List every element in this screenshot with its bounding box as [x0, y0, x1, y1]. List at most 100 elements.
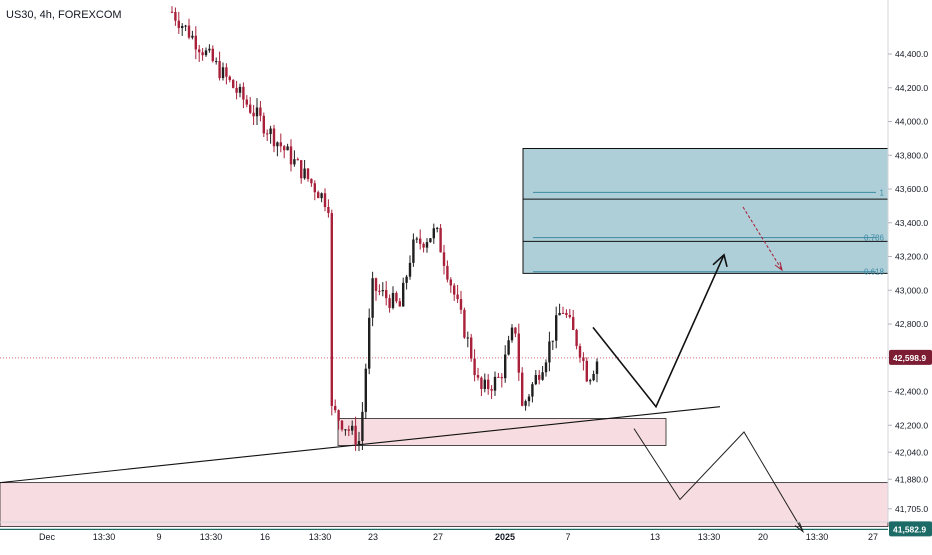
candle-body [232, 79, 235, 88]
candle-body [555, 315, 558, 341]
candle-body [364, 368, 367, 412]
x-tick-label: 13:30 [698, 532, 721, 542]
y-tick-label: 43,400.0 [895, 218, 928, 228]
candle-body [507, 340, 510, 355]
candle-body [422, 243, 425, 248]
candle-body [293, 159, 296, 165]
candle-body [242, 86, 245, 100]
x-tick-label: 27 [433, 532, 443, 542]
candle-body [303, 168, 306, 179]
candle-body [521, 372, 524, 406]
candle-body [514, 327, 517, 334]
fib-label: 1 [880, 188, 885, 197]
x-tick-label: 13 [650, 532, 660, 542]
candle-body [483, 379, 486, 389]
candle-body [398, 301, 401, 307]
candle-body [595, 361, 599, 374]
candle-body [480, 377, 483, 389]
candle-body [487, 379, 490, 390]
y-tick-label: 41,705.0 [895, 504, 928, 514]
candle-body [517, 333, 520, 373]
candle-body [320, 193, 323, 199]
candle-body [235, 87, 238, 93]
candle-body [228, 76, 231, 80]
candle-body [330, 213, 333, 406]
candle-body [259, 107, 262, 116]
candle-body [456, 294, 459, 300]
y-tick-label: 43,600.0 [895, 184, 928, 194]
candle-body [357, 441, 361, 445]
candle-body [504, 354, 507, 379]
candle-body [272, 128, 276, 147]
candle-body [269, 128, 272, 135]
candle-body [181, 25, 184, 28]
candle-body [429, 238, 432, 243]
candle-body [245, 99, 248, 105]
candle-body [453, 285, 456, 295]
candle-body [534, 375, 537, 385]
candle-body [374, 278, 378, 291]
reversal-arrowhead [774, 261, 783, 272]
candle-body [286, 146, 289, 151]
candle-body [378, 290, 381, 292]
candle-body [225, 67, 228, 77]
candle-body [283, 146, 286, 151]
fib-label: 0.618 [864, 268, 885, 277]
candle-body [313, 183, 316, 193]
y-tick-label: 43,000.0 [895, 285, 928, 295]
y-tick-label: 42,040.0 [895, 447, 928, 457]
current-price-badge [889, 349, 932, 365]
candle-body [541, 372, 544, 380]
candle-body [575, 330, 578, 347]
x-tick-label: 13:30 [93, 532, 116, 542]
candle-body [300, 160, 303, 179]
candle-body [194, 35, 197, 50]
candle-body [371, 278, 374, 318]
demand-zone [337, 418, 667, 446]
candle-body [436, 227, 439, 229]
y-tick-label: 42,800.0 [895, 319, 928, 329]
candle-body [459, 299, 463, 310]
candle-body [395, 292, 398, 302]
candle-body [381, 290, 384, 292]
y-tick-label: 42,200.0 [895, 420, 928, 430]
candle-body [266, 133, 269, 135]
candle-body [463, 309, 466, 338]
candle-body [388, 298, 391, 308]
candle-body [361, 411, 364, 442]
candle-body [255, 107, 259, 117]
candle-body [198, 49, 201, 53]
candle-body [500, 377, 503, 379]
x-tick-label: 23 [368, 532, 378, 542]
candle-body [415, 238, 418, 240]
candle-body [187, 25, 191, 38]
candle-body [177, 20, 180, 28]
symbol-title: US30, 4h, FOREXCOM [6, 9, 122, 21]
x-tick-label: 20 [758, 532, 768, 542]
supply-zone [522, 148, 889, 274]
reversal-arrow [742, 206, 783, 271]
candle-body [572, 317, 575, 331]
candle-body [347, 429, 350, 431]
y-tick-label: 44,000.0 [895, 117, 928, 127]
candle-body [446, 265, 449, 280]
candle-body [289, 146, 293, 165]
bullish-projection-path [592, 254, 725, 409]
candle-body [432, 228, 435, 239]
candle-body [184, 25, 187, 27]
x-tick-label: 9 [156, 532, 161, 542]
candle-body [323, 193, 327, 207]
candle-body [473, 358, 476, 376]
x-tick-label: 13:30 [200, 532, 223, 542]
x-tick-label: 27 [868, 532, 878, 542]
candle-body [279, 142, 282, 147]
candle-body [578, 346, 582, 358]
y-tick-label: 43,200.0 [895, 252, 928, 262]
candle-body [490, 389, 493, 391]
candle-body [211, 48, 214, 62]
candle-body [368, 317, 371, 369]
candle-body [276, 142, 279, 147]
candle-body [551, 340, 554, 342]
